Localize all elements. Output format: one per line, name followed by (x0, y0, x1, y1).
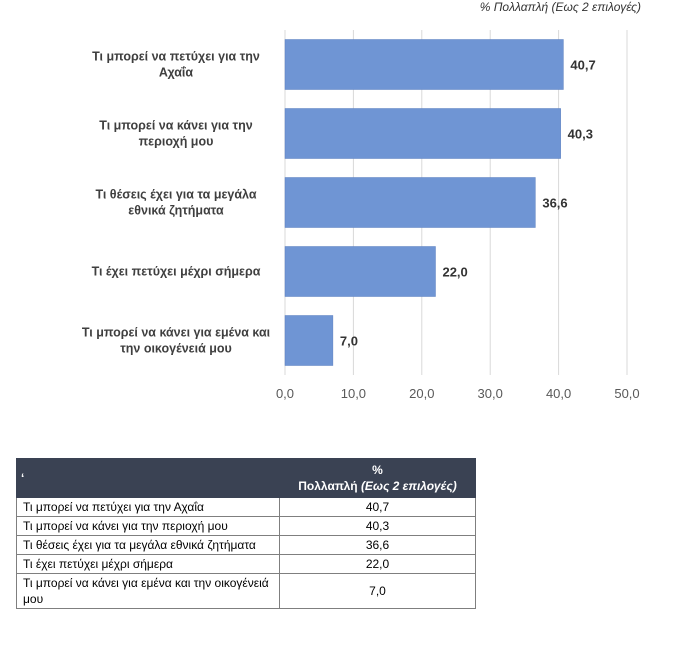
category-label: περιοχή μου (139, 135, 214, 149)
table-header-note: (Εως 2 επιλογές) (360, 479, 457, 493)
table-cell-value: 22,0 (279, 554, 476, 574)
data-label: 40,3 (568, 127, 593, 142)
table-header-row: ‘ % Πολλαπλή (Εως 2 επιλογές) (16, 458, 476, 498)
table-row: Τι θέσεις έχει για τα μεγάλα εθνικά ζητή… (16, 535, 476, 555)
category-label: Αχαΐα (159, 66, 193, 80)
bar (284, 315, 334, 366)
table-header-multi-text: Πολλαπλή (298, 479, 358, 493)
table-cell-value: 40,3 (279, 516, 476, 536)
x-tick-label: 50,0 (614, 386, 639, 401)
x-tick-label: 40,0 (546, 386, 571, 401)
category-label: εθνικά ζητήματα (128, 204, 224, 218)
data-label: 22,0 (442, 265, 467, 280)
bar (284, 108, 561, 159)
category-label: Τι μπορεί να πετύχει για την (92, 50, 260, 64)
table-cell-value: 40,7 (279, 497, 476, 517)
data-label: 7,0 (340, 334, 358, 349)
table-header-multi: Πολλαπλή (Εως 2 επιλογές) (284, 478, 471, 494)
category-label: την οικογένειά μου (120, 342, 232, 356)
table-cell-label: Τι έχει πετύχει μέχρι σήμερα (16, 554, 280, 574)
chart-series-title: % Πολλαπλή (Εως 2 επιλογές) (479, 0, 641, 14)
data-label: 36,6 (542, 196, 567, 211)
bar (284, 246, 436, 297)
category-label: Τι έχει πετύχει μέχρι σήμερα (92, 265, 261, 279)
bar (284, 39, 564, 90)
table-cell-value: 7,0 (279, 573, 476, 609)
data-label: 40,7 (570, 58, 595, 73)
x-tick-label: 20,0 (409, 386, 434, 401)
table-header-pct: % (372, 463, 383, 477)
data-table: ‘ % Πολλαπλή (Εως 2 επιλογές) Τι μπορεί … (16, 458, 476, 609)
category-label: Τι θέσεις έχει για τα μεγάλα (95, 188, 256, 202)
table-row: Τι έχει πετύχει μέχρι σήμερα 22,0 (16, 554, 476, 574)
table-cell-value: 36,6 (279, 535, 476, 555)
x-tick-label: 30,0 (478, 386, 503, 401)
table-row: Τι μπορεί να κάνει για την περιοχή μου 4… (16, 516, 476, 536)
table-row: Τι μπορεί να κάνει για εμένα και την οικ… (16, 573, 476, 609)
table-cell-label: Τι μπορεί να κάνει για την περιοχή μου (16, 516, 280, 536)
table-cell-label: Τι μπορεί να κάνει για εμένα και την οικ… (16, 573, 280, 609)
bar-chart: 0,0 10,0 20,0 30,0 40,0 50,0 40,7 Τι μπορεί να … (82, 30, 640, 401)
table-cell-label: Τι μπορεί να πετύχει για την Αχαΐα (16, 497, 280, 517)
table-cell-label: Τι θέσεις έχει για τα μεγάλα εθνικά ζητή… (16, 535, 280, 555)
table-header-value: % Πολλαπλή (Εως 2 επιλογές) (279, 458, 476, 498)
table-header-corner: ‘ (16, 458, 280, 498)
x-tick-label: 0,0 (276, 386, 294, 401)
category-label: Τι μπορεί να κάνει για την (99, 119, 252, 133)
table-row: Τι μπορεί να πετύχει για την Αχαΐα 40,7 (16, 497, 476, 517)
category-label: Τι μπορεί να κάνει για εμένα και (82, 326, 271, 340)
x-tick-label: 10,0 (341, 386, 366, 401)
bar (284, 177, 536, 228)
